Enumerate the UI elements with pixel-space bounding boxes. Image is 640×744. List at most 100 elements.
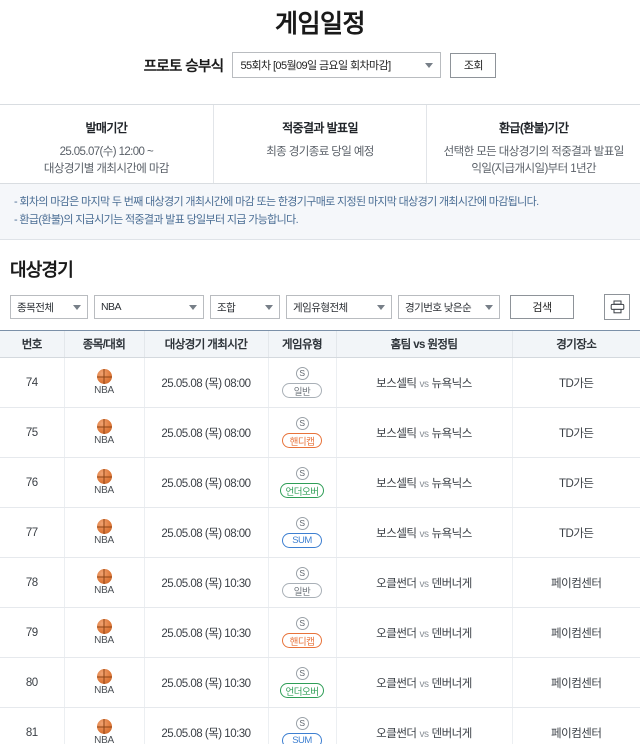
- search-button[interactable]: 검색: [510, 295, 574, 319]
- cell-venue: TD가든: [511, 357, 640, 408]
- round-control-row: 프로토 승부식 55회차 [05월09일 금요일 회차마감] 조회: [0, 52, 640, 78]
- info-box-group: 발매기간 25.05.07(수) 12:00 ~ 대상경기별 개최시간에 마감 …: [0, 104, 640, 184]
- round-select[interactable]: 55회차 [05월09일 금요일 회차마감]: [232, 52, 442, 78]
- table-row[interactable]: 80 NBA 25.05.08 (목) 10:30 S 언더오버 오클썬더 vs 덴버너게 페이…: [0, 657, 640, 708]
- gametype-filter-value: 게임유형전체: [293, 301, 348, 314]
- cell-game-number: 77: [0, 507, 64, 558]
- info-line: 25.05.07(수) 12:00 ~: [59, 146, 154, 158]
- info-line: 선택한 모든 대상경기의 적중결과 발표일: [443, 146, 625, 158]
- info-line: 최종 경기종료 당일 예정: [266, 146, 374, 158]
- game-type-badge: SUM: [282, 733, 322, 744]
- cell-venue: 페이컴센터: [511, 707, 640, 744]
- cell-venue: 페이컴센터: [511, 607, 640, 658]
- chevron-down-icon: [73, 304, 81, 310]
- cell-sport: NBA: [63, 457, 144, 508]
- game-type-badge: 언더오버: [279, 483, 325, 498]
- home-team: 보스셀틱: [376, 377, 417, 390]
- cell-game-type: S 언더오버: [267, 457, 336, 508]
- section-title: 대상경기: [10, 260, 74, 280]
- table-row[interactable]: 79 NBA 25.05.08 (목) 10:30 S 핸디캡 오클썬더 vs 덴버너게 페이컴…: [0, 607, 640, 658]
- lookup-button[interactable]: 조회: [450, 52, 497, 78]
- league-filter-value: NBA: [101, 301, 122, 313]
- vs-label: vs: [419, 428, 430, 440]
- cell-game-number: 81: [0, 707, 64, 744]
- table-row[interactable]: 74 NBA 25.05.08 (목) 08:00 S 일반 보스셀틱 vs 뉴욕닉스 TD가든: [0, 357, 640, 408]
- print-button[interactable]: [604, 294, 630, 320]
- cell-teams: 보스셀틱 vs 뉴욕닉스: [335, 407, 512, 458]
- column-header-place: 경기장소: [511, 330, 640, 358]
- sport-label: NBA: [94, 535, 114, 546]
- home-team: 오클썬더: [376, 677, 417, 690]
- game-type-badge: 일반: [282, 383, 322, 398]
- cell-game-type: S 핸디캡: [267, 407, 336, 458]
- vs-label: vs: [419, 528, 430, 540]
- sport-label: NBA: [94, 435, 114, 446]
- game-type-label: 프로토 승부식: [143, 58, 224, 75]
- chevron-down-icon: [189, 304, 197, 310]
- cell-sport: NBA: [63, 707, 144, 744]
- cell-venue: TD가든: [511, 407, 640, 458]
- cell-venue: TD가든: [511, 507, 640, 558]
- cell-game-type: S 일반: [267, 557, 336, 608]
- schedule-table: 번호 종목/대회 대상경기 개최시간 게임유형 홈팀 vs 원정팀 경기장소 7…: [0, 330, 640, 744]
- vs-label: vs: [419, 378, 430, 390]
- table-header-row: 번호 종목/대회 대상경기 개최시간 게임유형 홈팀 vs 원정팀 경기장소: [0, 330, 640, 358]
- sort-filter[interactable]: 경기번호 낮은순: [398, 295, 500, 319]
- info-title: 적중결과 발표일: [282, 121, 358, 135]
- away-team: 덴버너게: [431, 627, 473, 640]
- game-type-badge: SUM: [282, 533, 322, 548]
- notice-line: - 회차의 마감은 마지막 두 번째 대상경기 개최시간에 마감 또는 한경기구…: [14, 196, 539, 208]
- table-row[interactable]: 75 NBA 25.05.08 (목) 08:00 S 핸디캡 보스셀틱 vs 뉴욕닉스 TD가…: [0, 407, 640, 458]
- sport-label: NBA: [94, 635, 114, 646]
- single-mark-icon: S: [295, 667, 309, 680]
- sport-label: NBA: [94, 385, 114, 396]
- combination-filter-value: 조합: [217, 301, 236, 314]
- cell-match-time: 25.05.08 (목) 08:00: [143, 507, 268, 558]
- info-box-refund-period: 환급(환불)기간 선택한 모든 대상경기의 적중결과 발표일 익일(지급개시일)…: [427, 105, 640, 183]
- column-header-teams: 홈팀 vs 원정팀: [335, 330, 512, 358]
- cell-match-time: 25.05.08 (목) 10:30: [143, 607, 268, 658]
- cell-game-type: S SUM: [267, 507, 336, 558]
- cell-teams: 보스셀틱 vs 뉴욕닉스: [335, 507, 512, 558]
- cell-match-time: 25.05.08 (목) 08:00: [143, 457, 268, 508]
- basketball-icon: [96, 369, 112, 384]
- cell-match-time: 25.05.08 (목) 10:30: [143, 557, 268, 608]
- sport-label: NBA: [94, 585, 114, 596]
- cell-teams: 보스셀틱 vs 뉴욕닉스: [335, 457, 512, 508]
- gametype-filter[interactable]: 게임유형전체: [286, 295, 392, 319]
- combination-filter[interactable]: 조합: [210, 295, 280, 319]
- league-filter[interactable]: NBA: [94, 295, 204, 319]
- sport-filter[interactable]: 종목전체: [10, 295, 88, 319]
- game-type-badge: 일반: [282, 583, 322, 598]
- column-header-no: 번호: [0, 330, 64, 358]
- away-team: 뉴욕닉스: [431, 377, 473, 390]
- cell-game-number: 78: [0, 557, 64, 608]
- table-row[interactable]: 78 NBA 25.05.08 (목) 10:30 S 일반 오클썬더 vs 덴버너게 페이컴센…: [0, 557, 640, 608]
- column-header-sport: 종목/대회: [63, 330, 144, 358]
- home-team: 보스셀틱: [376, 427, 417, 440]
- away-team: 덴버너게: [431, 727, 473, 740]
- cell-sport: NBA: [63, 357, 144, 408]
- printer-icon: [610, 300, 624, 314]
- basketball-icon: [96, 519, 112, 534]
- cell-sport: NBA: [63, 657, 144, 708]
- notice-line: - 환급(환불)의 지급시기는 적중결과 발표 당일부터 지급 가능합니다.: [14, 214, 299, 226]
- chevron-down-icon: [377, 304, 385, 310]
- cell-sport: NBA: [63, 607, 144, 658]
- table-row[interactable]: 81 NBA 25.05.08 (목) 10:30 S SUM 오클썬더 vs 덴버너게 페이컴…: [0, 707, 640, 744]
- cell-match-time: 25.05.08 (목) 08:00: [143, 407, 268, 458]
- basketball-icon: [96, 419, 112, 434]
- cell-venue: 페이컴센터: [511, 557, 640, 608]
- home-team: 보스셀틱: [376, 527, 417, 540]
- away-team: 뉴욕닉스: [431, 527, 473, 540]
- basketball-icon: [96, 619, 112, 634]
- cell-teams: 오클썬더 vs 덴버너게: [335, 657, 512, 708]
- sport-label: NBA: [94, 685, 114, 696]
- table-row[interactable]: 77 NBA 25.05.08 (목) 08:00 S SUM 보스셀틱 vs 뉴욕닉스 TD가…: [0, 507, 640, 558]
- table-row[interactable]: 76 NBA 25.05.08 (목) 08:00 S 언더오버 보스셀틱 vs 뉴욕닉스 TD…: [0, 457, 640, 508]
- cell-game-number: 79: [0, 607, 64, 658]
- vs-label: vs: [419, 578, 430, 590]
- single-mark-icon: S: [295, 717, 309, 730]
- cell-game-number: 74: [0, 357, 64, 408]
